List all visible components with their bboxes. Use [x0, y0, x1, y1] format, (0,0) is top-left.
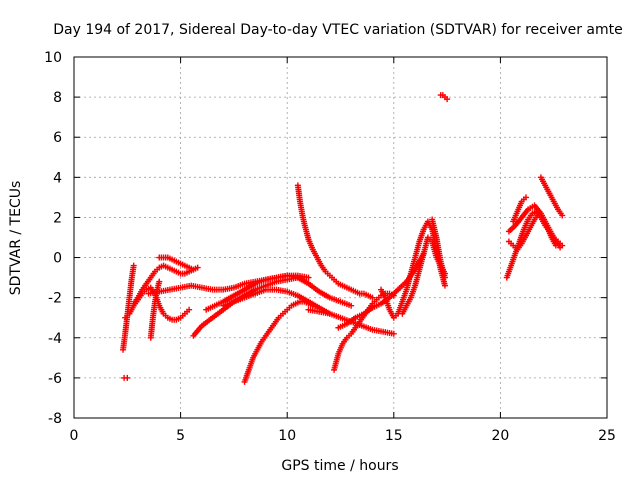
- y-tick-label: -6: [48, 371, 62, 387]
- x-tick-label: 15: [385, 428, 403, 444]
- x-tick-label: 10: [278, 428, 296, 444]
- y-tick-label: 4: [53, 170, 62, 186]
- data-point: [444, 96, 451, 103]
- data-points: [120, 92, 566, 385]
- x-tick-label: 20: [491, 428, 509, 444]
- x-tick-label: 5: [176, 428, 185, 444]
- data-point: [441, 274, 448, 281]
- data-point: [390, 330, 397, 337]
- x-axis-label: GPS time / hours: [281, 458, 398, 474]
- data-point: [348, 302, 355, 309]
- data-point: [369, 294, 376, 301]
- data-point: [559, 212, 566, 219]
- data-point: [441, 282, 448, 289]
- data-point: [190, 266, 197, 273]
- x-tick-label: 25: [598, 428, 616, 444]
- y-tick-label: -8: [48, 411, 62, 427]
- data-point: [124, 374, 131, 381]
- y-tick-label: -4: [48, 331, 62, 347]
- grid: [74, 57, 607, 418]
- y-tick-label: 10: [44, 50, 62, 66]
- y-tick-label: -2: [48, 291, 62, 307]
- y-tick-label: 6: [53, 130, 62, 146]
- x-tick-label: 0: [70, 428, 79, 444]
- data-point: [557, 244, 564, 251]
- data-point: [522, 194, 529, 201]
- chart-title: Day 194 of 2017, Sidereal Day-to-day VTE…: [53, 22, 623, 38]
- y-tick-label: 8: [53, 90, 62, 106]
- data-point: [186, 306, 193, 313]
- tick-labels: 0 5 10 15 20 25 -8 -6 -4 -2 0 2 4 6 8 10: [44, 50, 616, 444]
- y-tick-label: 0: [53, 251, 62, 267]
- data-point: [305, 274, 312, 281]
- y-axis-label: SDTVAR / TECUs: [8, 181, 24, 296]
- data-point: [156, 278, 163, 285]
- plot-frame: [73, 56, 608, 419]
- y-tick-label: 2: [53, 210, 62, 226]
- data-point: [194, 264, 201, 271]
- data-point: [552, 242, 559, 249]
- data-point: [130, 262, 137, 269]
